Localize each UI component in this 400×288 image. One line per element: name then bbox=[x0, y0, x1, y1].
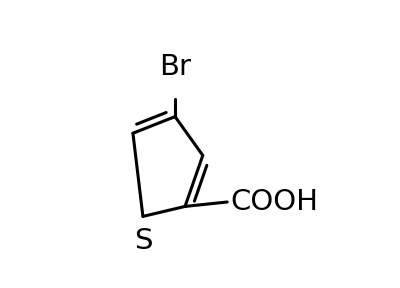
Text: S: S bbox=[134, 228, 152, 255]
Text: Br: Br bbox=[159, 53, 191, 81]
Text: COOH: COOH bbox=[230, 188, 318, 216]
